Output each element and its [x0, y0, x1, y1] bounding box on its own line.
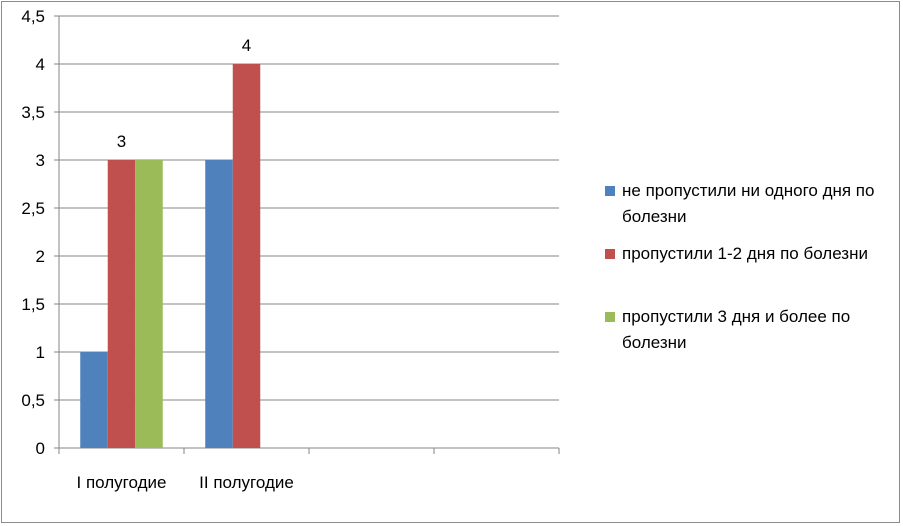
x-tick-label: I полугодие: [77, 473, 167, 492]
y-tick-label: 1: [36, 343, 45, 362]
legend-swatch-series-3: [605, 312, 615, 322]
y-tick-label: 2: [36, 247, 45, 266]
y-tick-label: 0: [36, 439, 45, 458]
legend-item-series-3: пропустили 3 дня и более по болезни: [600, 304, 900, 367]
legend-label-series-3: пропустили 3 дня и более по болезни: [622, 307, 851, 352]
y-tick-label: 3,5: [21, 103, 45, 122]
legend-swatch-series-1: [605, 186, 615, 196]
bar: [80, 352, 108, 448]
y-tick-label: 4: [36, 55, 45, 74]
x-tick-label: II полугодие: [199, 473, 294, 492]
legend-swatch-series-2: [605, 249, 615, 259]
y-tick-label: 0,5: [21, 391, 45, 410]
bar: [107, 160, 136, 448]
bar: [232, 64, 261, 448]
legend-item-series-2: пропустили 1-2 дня по болезни: [600, 241, 900, 304]
y-tick-label: 2,5: [21, 199, 45, 218]
legend-label-series-2: пропустили 1-2 дня по болезни: [622, 244, 868, 263]
bar: [205, 160, 233, 448]
legend-label-series-1: не пропустили ни одного дня по болезни: [622, 181, 875, 226]
legend: не пропустили ни одного дня по болезни п…: [600, 178, 900, 367]
legend-item-series-1: не пропустили ни одного дня по болезни: [600, 178, 900, 241]
y-tick-label: 4,5: [21, 7, 45, 26]
y-tick-label: 3: [36, 151, 45, 170]
data-label: 4: [242, 36, 251, 55]
y-tick-label: 1,5: [21, 295, 45, 314]
data-label: 3: [117, 132, 126, 151]
bar: [135, 160, 163, 448]
